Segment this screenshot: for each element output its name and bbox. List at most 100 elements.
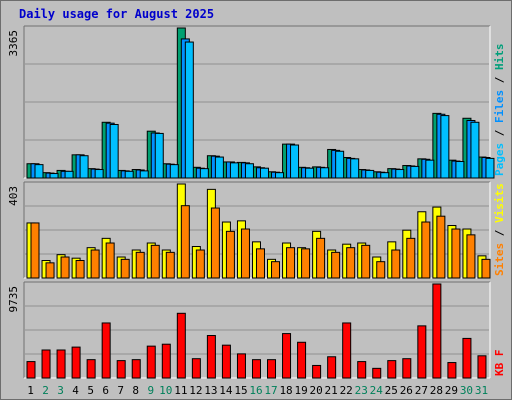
bar-kb-f [146,345,156,379]
x-tick-label: 11 [174,384,187,397]
x-tick-label: 31 [475,384,488,397]
bar-sites [75,260,85,279]
bar-pages [139,170,149,179]
bar-pages [335,150,345,179]
x-tick-label: 25 [385,384,398,397]
legend: Pages / Files / Hits [493,44,506,177]
x-tick-label: 6 [102,384,109,397]
bar-sites [195,249,205,279]
x-tick-label: 15 [234,384,247,397]
bar-kb-f [221,344,231,379]
chart-title: Daily usage for August 2025 [19,7,214,21]
x-tick-label: 30 [460,384,473,397]
bar-kb-f [417,325,427,379]
bar-pages [305,167,315,179]
bar-kb-f [191,358,201,379]
bar-sites [105,242,115,279]
bar-pages [64,170,74,179]
x-tick-label: 2 [42,384,49,397]
x-tick-label: 21 [325,384,338,397]
y-max-label: 403 [7,186,20,206]
bar-pages [275,172,285,179]
legend-item-hits: Hits [493,44,506,71]
bar-kb-f [56,349,66,379]
panel-3: 9735 KB F [7,281,506,379]
bar-pages [320,167,330,179]
bar-pages [350,158,360,179]
bar-sites [421,221,431,279]
bar-sites [225,230,235,279]
bar-sites [286,247,296,279]
bar-sites [436,215,446,279]
bar-kb-f [477,355,487,379]
bar-pages [79,155,89,179]
bar-kb-f [462,337,472,379]
bar-kb-f [357,361,367,379]
bar-kb-f [432,283,442,379]
x-tick-label: 13 [204,384,217,397]
legend-separator: / [493,70,506,90]
bar-sites [451,228,461,279]
bar-kb-f [387,360,397,379]
bar-pages [425,159,435,179]
bar-kb-f [236,353,246,379]
bar-kb-f [251,359,261,379]
bar-pages [49,173,59,179]
bar-kb-f [447,362,457,379]
bar-sites [30,222,40,279]
x-tick-label: 3 [57,384,64,397]
bar-pages [365,169,375,179]
bar-sites [316,237,326,279]
legend-separator: / [493,223,506,243]
legend: Sites / Visits [493,183,506,276]
bar-pages [124,170,134,179]
x-tick-label: 1 [27,384,34,397]
bar-sites [210,207,220,279]
bar-kb-f [176,312,186,379]
bar-sites [481,258,491,279]
x-tick-label: 23 [355,384,368,397]
bar-sites [331,251,341,279]
bar-sites [361,244,371,279]
bar-kb-f [267,359,277,379]
bar-kb-f [131,359,141,379]
x-tick-label: 9 [147,384,154,397]
x-tick-label: 24 [370,384,384,397]
bar-kb-f [101,322,111,379]
x-tick-label: 20 [310,384,323,397]
x-tick-label: 8 [132,384,139,397]
x-tick-label: 14 [219,384,233,397]
legend-item-sites: Sites [493,243,506,276]
bar-pages [109,124,119,179]
bar-kb-f [116,360,126,379]
legend-separator: / [493,123,506,143]
x-tick-label: 4 [72,384,79,397]
x-tick-label: 29 [445,384,458,397]
legend: KB F [493,350,506,377]
bar-sites [45,262,55,279]
y-max-label: 9735 [7,286,20,313]
bar-pages [214,156,224,179]
x-tick-label: 7 [117,384,124,397]
bar-pages [380,172,390,179]
bar-sites [376,261,386,279]
x-tick-label: 28 [430,384,443,397]
bar-pages [485,157,495,179]
bar-kb-f [312,364,322,379]
bar-sites [271,261,281,279]
bar-sites [90,249,100,279]
bar-sites [406,237,416,279]
bar-pages [259,167,269,179]
bar-kb-f [161,343,171,379]
legend-item-files: Files [493,90,506,123]
bar-sites [346,247,356,279]
bar-pages [395,169,405,179]
bar-sites [240,228,250,279]
x-tick-label: 5 [87,384,94,397]
bar-pages [154,132,164,179]
bar-sites [165,251,175,279]
bar-pages [169,164,179,179]
bar-sites [255,248,265,279]
bar-sites [180,205,190,279]
